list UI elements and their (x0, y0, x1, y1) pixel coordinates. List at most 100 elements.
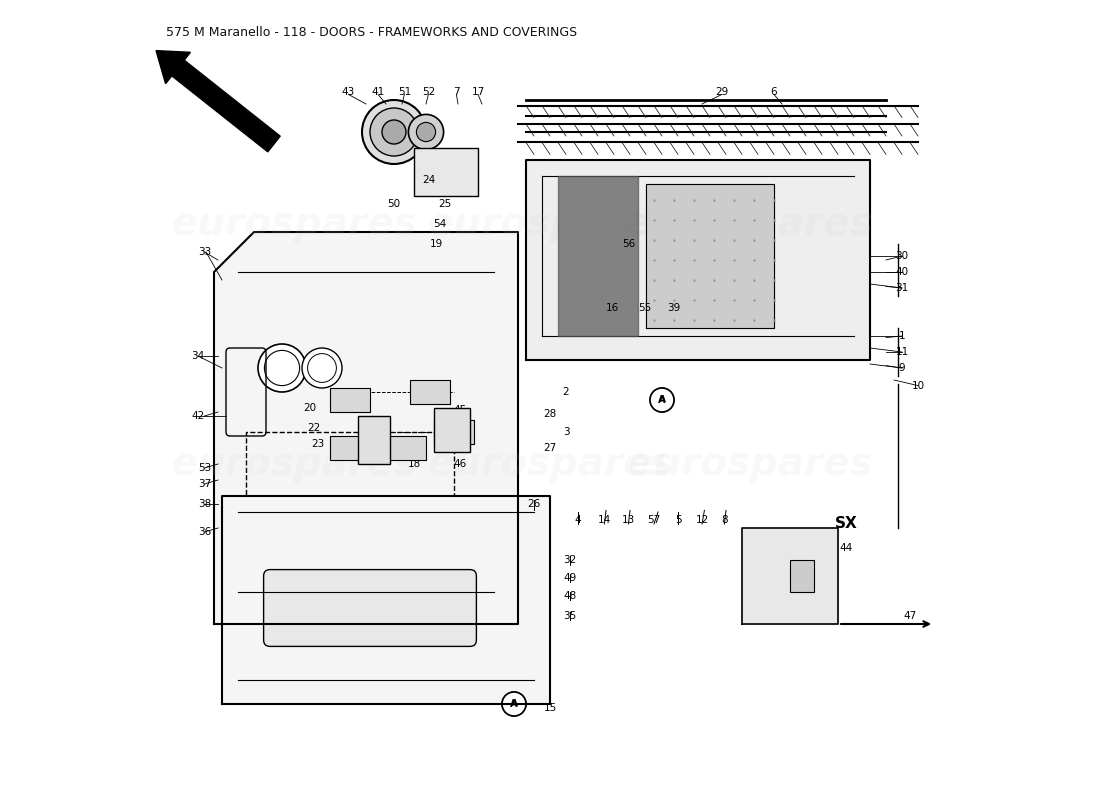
Bar (330, 388, 370, 412)
Polygon shape (526, 160, 870, 360)
Text: 13: 13 (621, 515, 635, 525)
Text: 7: 7 (453, 87, 460, 97)
Circle shape (382, 120, 406, 144)
Circle shape (502, 692, 526, 716)
Bar (410, 380, 450, 404)
Polygon shape (742, 528, 838, 624)
Circle shape (362, 100, 426, 164)
Text: eurospares: eurospares (427, 205, 673, 243)
Text: 27: 27 (543, 443, 557, 453)
Text: 26: 26 (527, 499, 540, 509)
Text: 44: 44 (839, 543, 853, 553)
Circle shape (308, 354, 337, 382)
Text: 38: 38 (198, 499, 211, 509)
Text: 5: 5 (674, 515, 681, 525)
Text: 2: 2 (563, 387, 570, 397)
Text: 22: 22 (307, 423, 320, 433)
Text: 17: 17 (472, 87, 485, 97)
Text: 32: 32 (563, 555, 576, 565)
Bar (358, 416, 390, 464)
Text: 9: 9 (899, 363, 905, 373)
Bar (386, 436, 426, 460)
Text: 48: 48 (563, 591, 576, 601)
Text: A: A (658, 395, 666, 405)
Text: 19: 19 (430, 239, 443, 249)
Text: SX: SX (835, 517, 857, 531)
Text: 18: 18 (407, 459, 420, 469)
Text: 6: 6 (771, 87, 778, 97)
Text: 16: 16 (606, 303, 619, 313)
Bar (434, 408, 470, 452)
Text: 25: 25 (438, 199, 451, 209)
Circle shape (502, 692, 526, 716)
Circle shape (370, 108, 418, 156)
Circle shape (258, 344, 306, 392)
Text: 53: 53 (198, 463, 211, 473)
Text: A: A (510, 699, 517, 709)
Text: 36: 36 (198, 527, 211, 537)
Polygon shape (214, 232, 518, 624)
Text: 14: 14 (597, 515, 611, 525)
Text: 47: 47 (903, 611, 916, 621)
Text: 42: 42 (191, 411, 205, 421)
Circle shape (408, 114, 443, 150)
Text: eurospares: eurospares (627, 445, 873, 483)
Text: 51: 51 (398, 87, 411, 97)
Text: 31: 31 (895, 283, 909, 293)
Text: 34: 34 (191, 351, 205, 361)
Text: 12: 12 (695, 515, 708, 525)
Text: 39: 39 (668, 303, 681, 313)
Text: eurospares: eurospares (172, 445, 417, 483)
Text: 11: 11 (895, 347, 909, 357)
Text: eurospares: eurospares (427, 445, 673, 483)
Text: A: A (510, 699, 518, 709)
Text: 8: 8 (722, 515, 728, 525)
Text: A: A (659, 395, 666, 405)
Circle shape (650, 388, 674, 412)
Bar (434, 420, 474, 444)
Text: 35: 35 (563, 611, 576, 621)
Polygon shape (222, 496, 550, 704)
Text: 43: 43 (342, 87, 355, 97)
Text: 37: 37 (198, 479, 211, 489)
Text: 29: 29 (715, 87, 728, 97)
Polygon shape (558, 176, 638, 336)
Text: 55: 55 (638, 303, 651, 313)
Text: 52: 52 (421, 87, 434, 97)
Text: 41: 41 (372, 87, 385, 97)
Text: 40: 40 (895, 267, 909, 277)
Bar (790, 560, 814, 592)
Text: 46: 46 (454, 459, 467, 469)
Bar (414, 148, 478, 196)
Text: 10: 10 (912, 381, 925, 390)
Text: 56: 56 (621, 239, 635, 249)
Text: 44: 44 (451, 439, 464, 449)
Text: 4: 4 (574, 515, 581, 525)
Text: 28: 28 (543, 410, 557, 419)
Text: eurospares: eurospares (172, 205, 417, 243)
Text: 24: 24 (421, 175, 434, 185)
FancyBboxPatch shape (264, 570, 476, 646)
FancyArrow shape (156, 50, 280, 152)
Text: 33: 33 (198, 247, 211, 257)
Text: 30: 30 (895, 251, 909, 261)
Text: 49: 49 (563, 573, 576, 582)
Circle shape (417, 122, 436, 142)
Circle shape (264, 350, 299, 386)
Circle shape (302, 348, 342, 388)
Text: 1: 1 (899, 331, 905, 341)
Text: 15: 15 (543, 703, 557, 713)
Text: 54: 54 (433, 219, 447, 229)
Text: 45: 45 (454, 405, 467, 414)
Polygon shape (646, 184, 774, 328)
Text: 57: 57 (648, 515, 661, 525)
Circle shape (650, 388, 674, 412)
Text: 575 M Maranello - 118 - DOORS - FRAMEWORKS AND COVERINGS: 575 M Maranello - 118 - DOORS - FRAMEWOR… (166, 26, 578, 38)
Text: 20: 20 (304, 403, 317, 413)
Text: 3: 3 (563, 427, 570, 437)
Text: eurospares: eurospares (627, 205, 873, 243)
Text: 50: 50 (387, 199, 400, 209)
Bar (330, 436, 370, 460)
Text: 21: 21 (454, 423, 467, 433)
Text: 23: 23 (311, 439, 324, 449)
